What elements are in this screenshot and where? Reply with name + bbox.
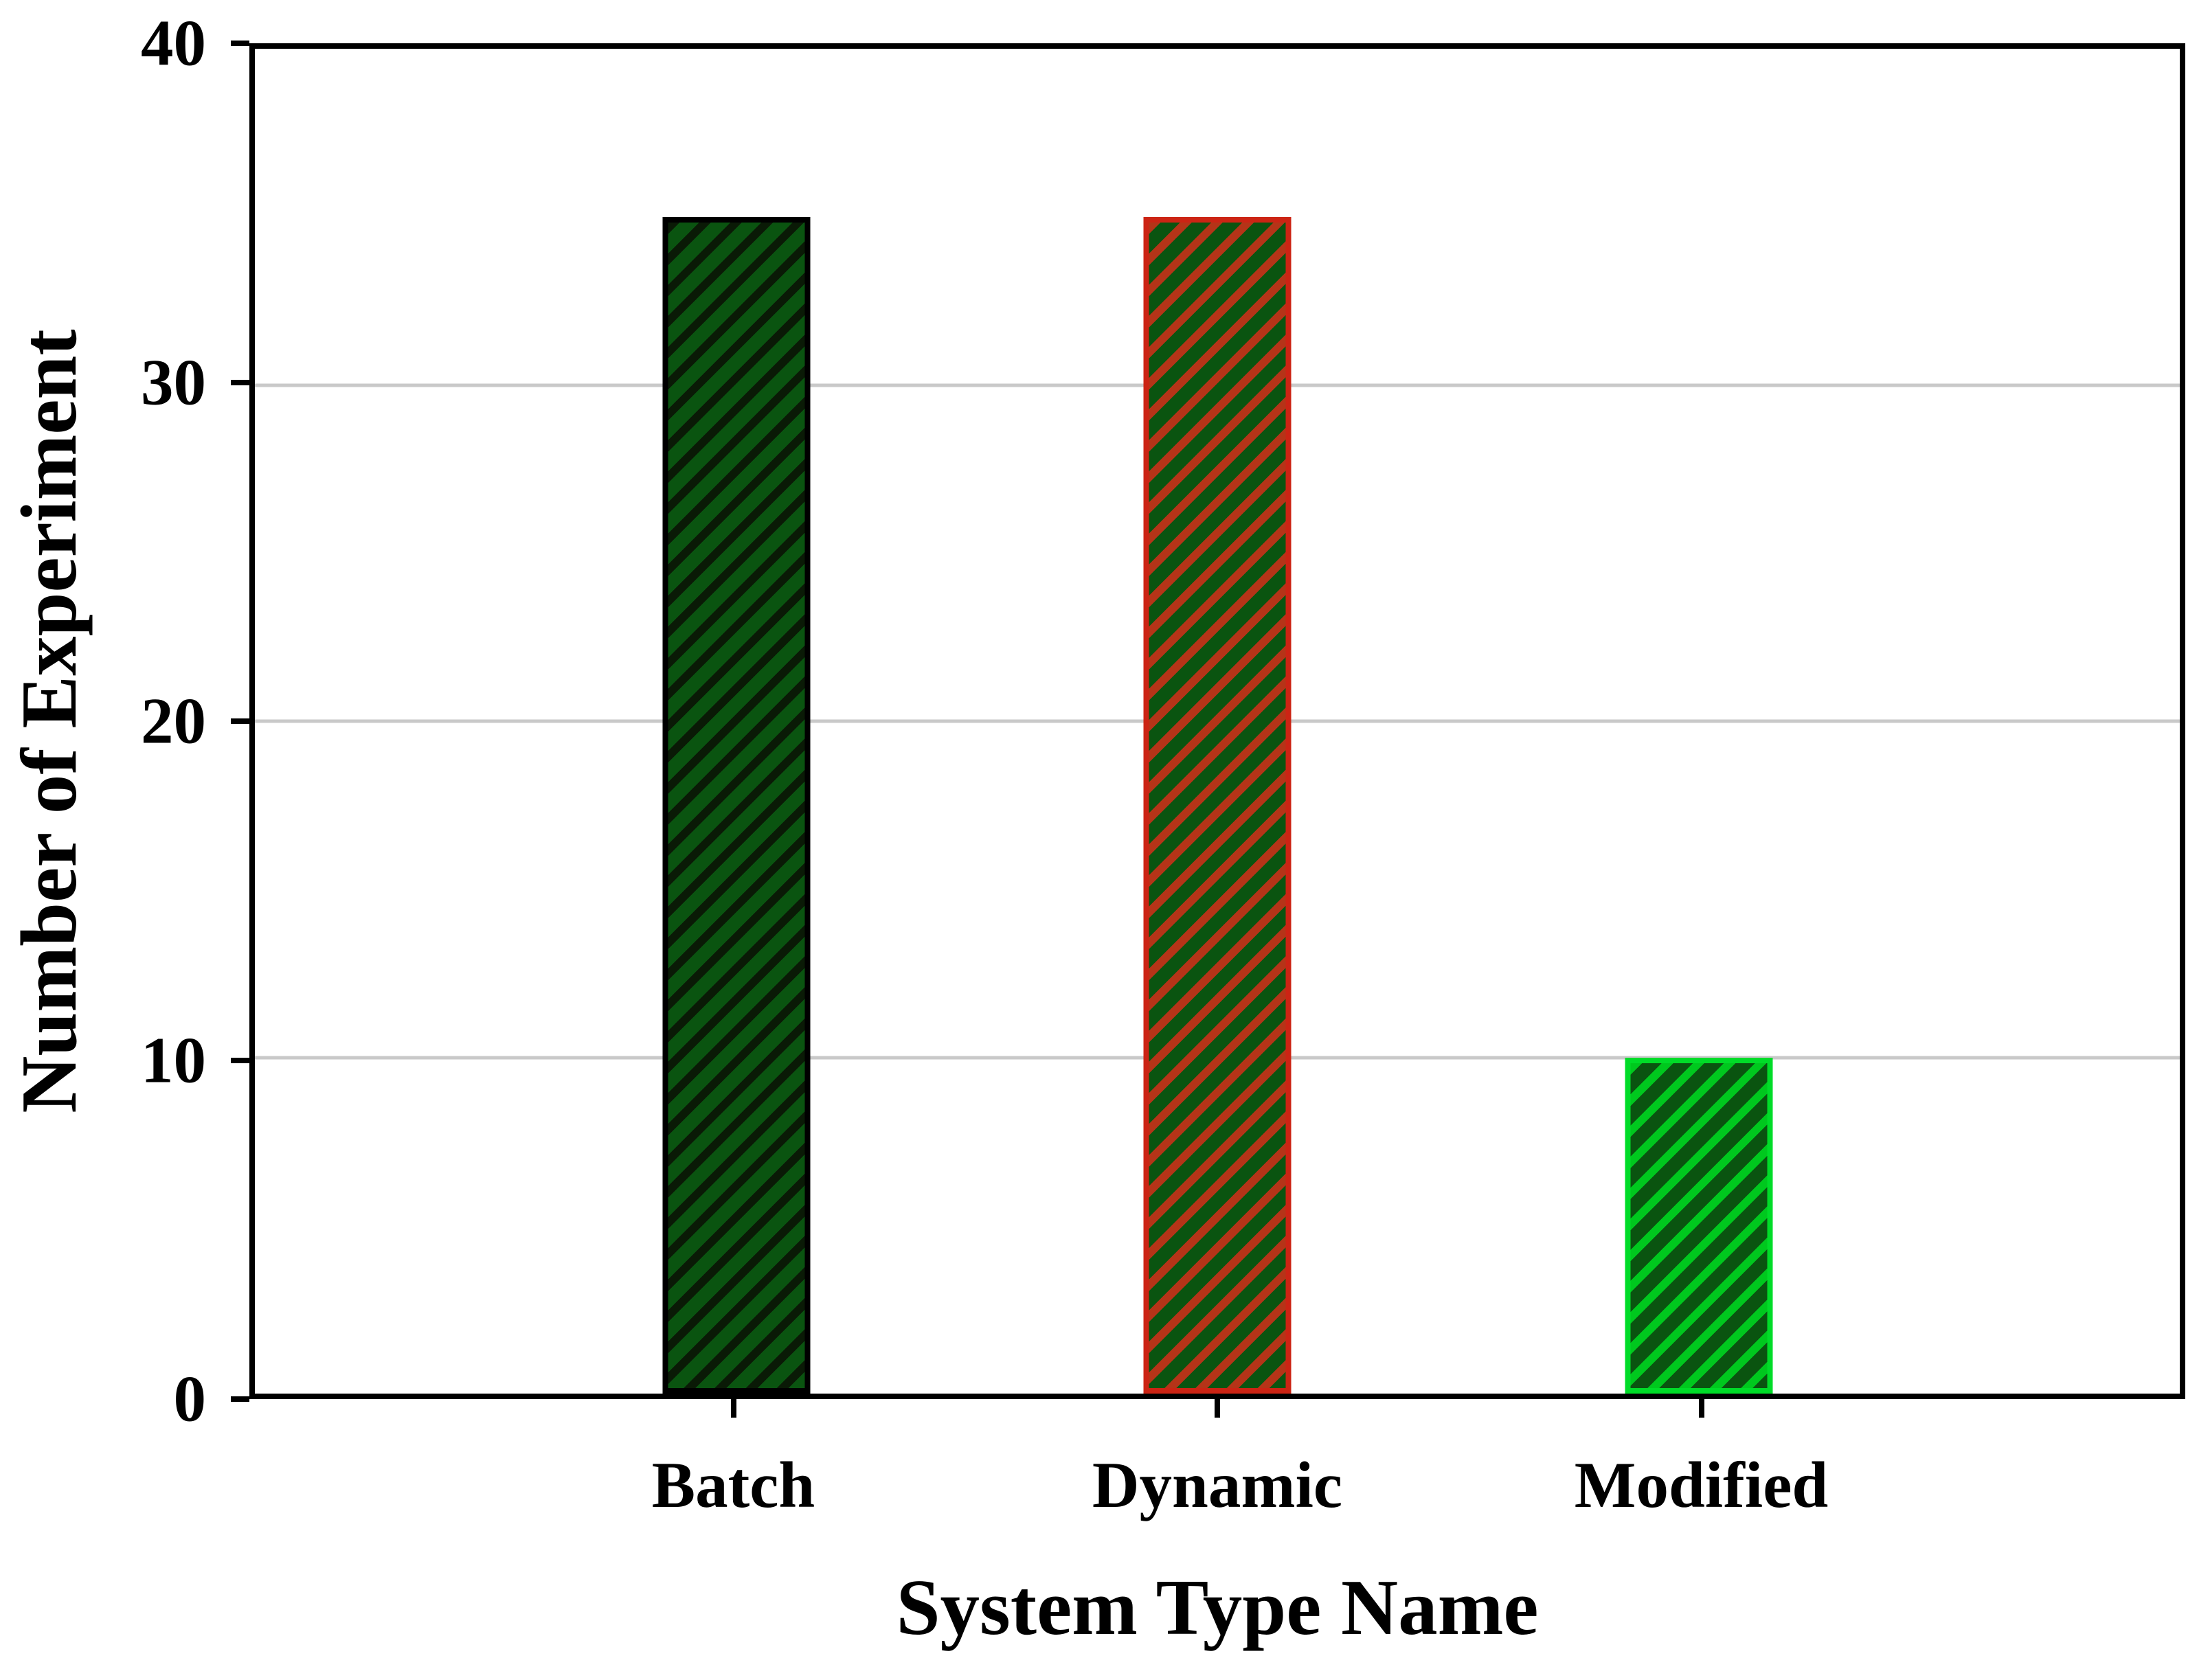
y-tick <box>231 1057 249 1063</box>
x-tick <box>1215 1399 1220 1418</box>
y-axis-tick-labels: 0 10 20 30 40 <box>0 10 206 1431</box>
x-category-label: Modified <box>1574 1449 1829 1521</box>
y-tick-label: 0 <box>173 1362 207 1435</box>
x-axis-title: System Type Name <box>896 1564 1539 1651</box>
bar-dynamic <box>1143 216 1292 1394</box>
bar-modified <box>1625 1057 1772 1394</box>
y-tick-label: 30 <box>141 345 206 418</box>
y-tick <box>231 41 249 46</box>
x-category-label: Batch <box>651 1449 815 1521</box>
x-tick <box>1698 1399 1704 1418</box>
bar-batch <box>662 216 810 1394</box>
x-tick <box>730 1399 736 1418</box>
y-tick <box>231 718 249 724</box>
plot-area <box>249 43 2185 1399</box>
x-axis-category-labels: Batch Dynamic Modified <box>249 1446 2185 1535</box>
y-tick <box>231 379 249 385</box>
y-tick-label: 40 <box>141 6 206 80</box>
y-tick-label: 20 <box>141 684 206 758</box>
y-tick <box>231 1396 249 1402</box>
y-tick-label: 10 <box>141 1023 206 1096</box>
x-category-label: Dynamic <box>1092 1449 1343 1521</box>
